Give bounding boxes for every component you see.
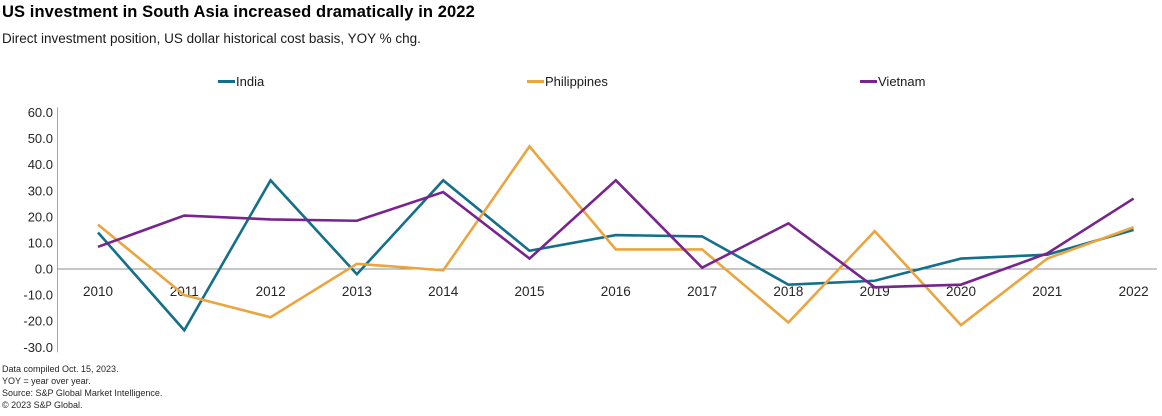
legend-label: Philippines	[545, 74, 608, 89]
legend-item-vietnam: Vietnam	[860, 74, 925, 89]
chart-title: US investment in South Asia increased dr…	[2, 3, 475, 21]
legend-item-india: India	[218, 74, 264, 89]
x-tick-label: 2014	[428, 284, 459, 299]
x-tick-label: 2020	[946, 284, 976, 299]
footnotes: Data compiled Oct. 15, 2023. YOY = year …	[2, 363, 162, 411]
y-tick-label: 0.0	[35, 262, 53, 277]
x-tick-label: 2022	[1119, 284, 1149, 299]
legend-dash-icon	[527, 80, 544, 83]
x-tick-label: 2016	[601, 284, 631, 299]
footnote-data-compiled: Data compiled Oct. 15, 2023.	[2, 364, 119, 374]
x-tick-label: 2013	[342, 284, 372, 299]
y-tick-label: 40.0	[28, 157, 53, 172]
y-tick-label: 30.0	[28, 183, 53, 198]
y-tick-label: -30.0	[23, 340, 53, 355]
y-tick-label: -20.0	[23, 314, 53, 329]
legend-dash-icon	[218, 80, 235, 83]
y-tick-label: 60.0	[28, 105, 53, 120]
chart-line-vietnam	[97, 178, 1135, 289]
legend-dash-icon	[860, 80, 877, 83]
x-tick-label: 2017	[687, 284, 717, 299]
legend-label: India	[236, 74, 265, 89]
footnote-yoy-definition: YOY = year over year.	[2, 376, 91, 386]
chart-line-philippines	[97, 144, 1135, 327]
footnote-source: Source: S&P Global Market Intelligence.	[2, 388, 163, 398]
chart-line-india	[97, 178, 1134, 333]
x-tick-label: 2012	[256, 284, 286, 299]
legend-item-philippines: Philippines	[527, 74, 608, 89]
footnote-copyright: © 2023 S&P Global.	[2, 400, 83, 410]
y-tick-label: 50.0	[28, 131, 53, 146]
legend-label: Vietnam	[878, 74, 926, 89]
x-tick-label: 2010	[83, 284, 113, 299]
chart-subtitle: Direct investment position, US dollar hi…	[2, 31, 421, 46]
x-tick-label: 2018	[773, 284, 803, 299]
y-tick-label: -10.0	[23, 288, 53, 303]
x-tick-label: 2021	[1032, 284, 1062, 299]
y-tick-label: 20.0	[28, 209, 53, 224]
y-tick-label: 10.0	[28, 235, 53, 250]
x-tick-label: 2015	[514, 284, 544, 299]
